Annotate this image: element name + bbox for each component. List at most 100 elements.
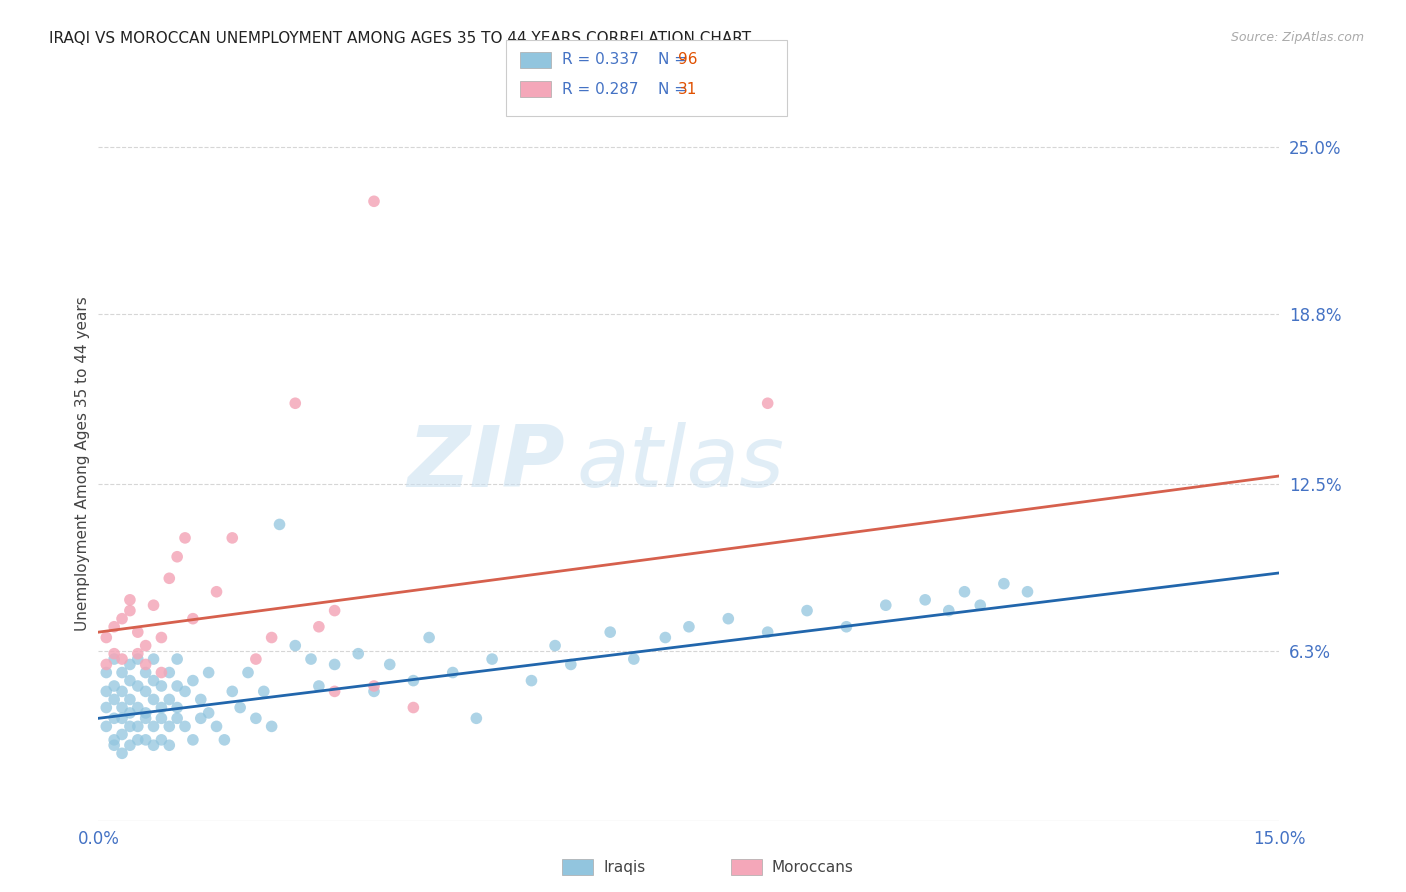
- Point: [111, 612, 134, 626]
- Point: [245, 652, 267, 666]
- Point: [96, 657, 118, 672]
- Point: [623, 652, 645, 666]
- Point: [150, 665, 173, 680]
- Point: [135, 684, 157, 698]
- Point: [118, 692, 141, 706]
- Point: [190, 692, 212, 706]
- Point: [560, 657, 582, 672]
- Point: [599, 625, 621, 640]
- Point: [181, 612, 204, 626]
- Point: [363, 679, 385, 693]
- Point: [96, 631, 118, 645]
- Point: [103, 652, 125, 666]
- Point: [197, 706, 219, 720]
- Point: [756, 625, 779, 640]
- Point: [111, 747, 134, 761]
- Point: [127, 700, 149, 714]
- Point: [993, 576, 1015, 591]
- Text: IRAQI VS MOROCCAN UNEMPLOYMENT AMONG AGES 35 TO 44 YEARS CORRELATION CHART: IRAQI VS MOROCCAN UNEMPLOYMENT AMONG AGE…: [49, 31, 751, 46]
- Point: [127, 719, 149, 733]
- Point: [969, 598, 991, 612]
- Point: [157, 665, 180, 680]
- Point: [938, 604, 960, 618]
- Text: ZIP: ZIP: [408, 422, 565, 506]
- Point: [166, 549, 188, 564]
- Point: [103, 711, 125, 725]
- Point: [96, 700, 118, 714]
- Point: [308, 679, 330, 693]
- Point: [717, 612, 740, 626]
- Point: [174, 719, 197, 733]
- Point: [308, 620, 330, 634]
- Text: 31: 31: [678, 82, 697, 96]
- Point: [96, 665, 118, 680]
- Point: [229, 700, 252, 714]
- Point: [221, 531, 243, 545]
- Point: [118, 604, 141, 618]
- Point: [135, 706, 157, 720]
- Point: [118, 738, 141, 752]
- Point: [654, 631, 676, 645]
- Point: [953, 584, 976, 599]
- Point: [103, 738, 125, 752]
- Point: [103, 647, 125, 661]
- Point: [174, 531, 197, 545]
- Point: [142, 719, 165, 733]
- Point: [181, 673, 204, 688]
- Point: [135, 665, 157, 680]
- Point: [269, 517, 291, 532]
- Point: [127, 652, 149, 666]
- Point: [142, 598, 165, 612]
- Point: [166, 700, 188, 714]
- Point: [157, 719, 180, 733]
- Point: [142, 738, 165, 752]
- Point: [157, 738, 180, 752]
- Text: 96: 96: [678, 53, 697, 67]
- Point: [142, 673, 165, 688]
- Point: [150, 631, 173, 645]
- Point: [402, 700, 425, 714]
- Point: [245, 711, 267, 725]
- Point: [214, 732, 236, 747]
- Point: [118, 706, 141, 720]
- Point: [796, 604, 818, 618]
- Point: [157, 692, 180, 706]
- Point: [150, 732, 173, 747]
- Point: [135, 639, 157, 653]
- Point: [96, 684, 118, 698]
- Point: [103, 620, 125, 634]
- Point: [363, 194, 385, 209]
- Point: [135, 732, 157, 747]
- Point: [103, 679, 125, 693]
- Point: [378, 657, 401, 672]
- Point: [520, 673, 543, 688]
- Point: [260, 719, 283, 733]
- Point: [118, 673, 141, 688]
- Point: [166, 711, 188, 725]
- Point: [166, 652, 188, 666]
- Point: [221, 684, 243, 698]
- Text: R = 0.337: R = 0.337: [562, 53, 640, 67]
- Point: [150, 679, 173, 693]
- Point: [1017, 584, 1039, 599]
- Point: [111, 652, 134, 666]
- Point: [166, 679, 188, 693]
- Point: [127, 625, 149, 640]
- Point: [135, 657, 157, 672]
- Point: [118, 657, 141, 672]
- Y-axis label: Unemployment Among Ages 35 to 44 years: Unemployment Among Ages 35 to 44 years: [75, 296, 90, 632]
- Point: [544, 639, 567, 653]
- Point: [363, 684, 385, 698]
- Point: [756, 396, 779, 410]
- Text: Moroccans: Moroccans: [772, 860, 853, 874]
- Point: [111, 684, 134, 698]
- Point: [111, 665, 134, 680]
- Point: [197, 665, 219, 680]
- Point: [835, 620, 858, 634]
- Point: [150, 711, 173, 725]
- Point: [142, 692, 165, 706]
- Point: [284, 639, 307, 653]
- Point: [127, 679, 149, 693]
- Point: [135, 711, 157, 725]
- Point: [914, 592, 936, 607]
